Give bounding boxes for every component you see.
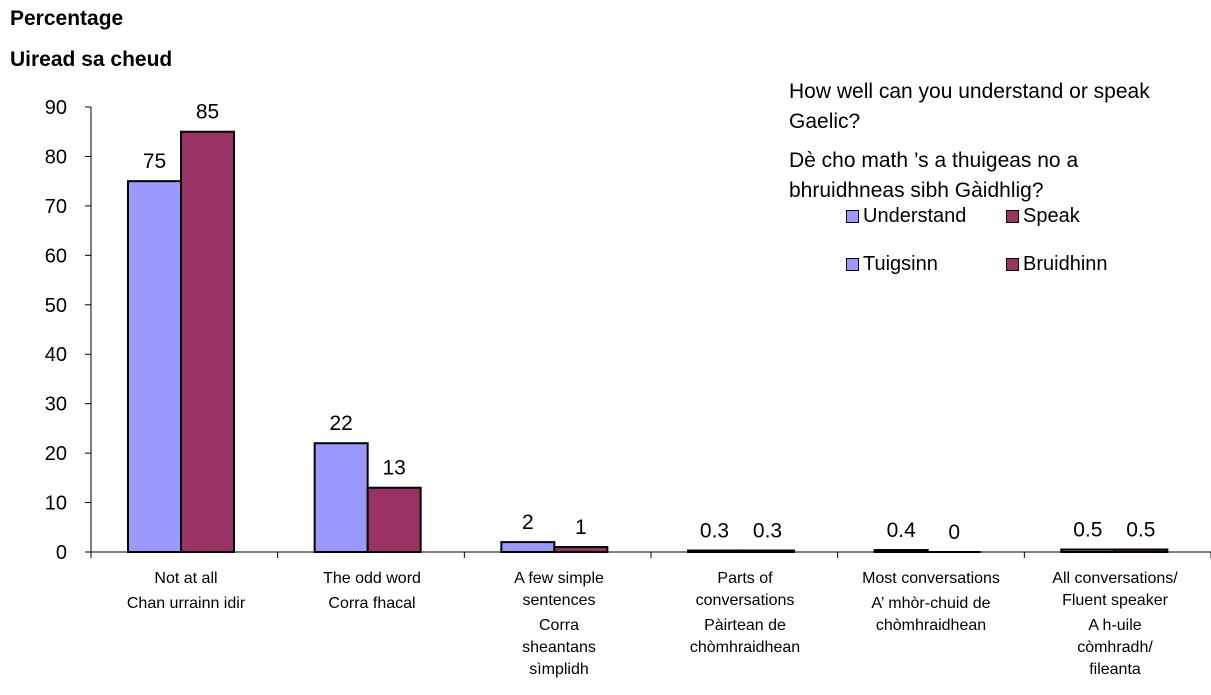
category-label: All conversations/ Fluent speaker A h-ui… <box>1020 568 1210 681</box>
bar <box>873 549 929 553</box>
legend-swatch-speak <box>1006 210 1019 223</box>
legend-label-understand: Understand <box>863 205 967 227</box>
data-label: 75 <box>143 150 166 173</box>
category-label-en: The odd word <box>323 570 421 587</box>
category-label-gd: Pàirtean de chòmhraidhean <box>689 617 801 656</box>
y-axis-title-en: Percentage <box>10 7 124 30</box>
legend-swatch-bruidhinn <box>1006 258 1019 271</box>
data-label: 0 <box>948 521 960 544</box>
legend-label-speak: Speak <box>1023 205 1080 227</box>
category-label: The odd word Corra fhacal <box>277 568 467 615</box>
y-tick-label: 20 <box>45 443 67 465</box>
bar <box>366 486 422 554</box>
data-label: 2 <box>522 511 534 534</box>
y-tick-label: 70 <box>45 196 67 218</box>
category-label-gd: A h-uile còmhradh/ fileanta <box>1077 617 1153 678</box>
y-tick-label: 40 <box>45 344 67 366</box>
data-label: 0.5 <box>1126 519 1155 542</box>
data-label: 13 <box>382 457 405 480</box>
bar <box>1113 548 1169 553</box>
legend-swatch-tuigsinn <box>846 258 859 271</box>
y-tick-label: 10 <box>45 493 67 515</box>
y-axis-title-gd: Uiread sa cheud <box>10 48 173 71</box>
y-tick-label: 0 <box>56 542 67 564</box>
chart-question-en: How well can you understand or speak Gae… <box>789 80 1150 133</box>
y-tick-label: 50 <box>45 295 67 317</box>
bar <box>180 130 235 553</box>
bar <box>127 180 182 554</box>
y-tick-label: 60 <box>45 245 67 267</box>
bar <box>1060 548 1116 553</box>
legend-swatch-understand <box>846 210 859 223</box>
category-label-gd: Corra sheantans sìmplidh <box>522 617 596 678</box>
data-label: 85 <box>196 101 219 124</box>
data-label: 22 <box>329 412 352 435</box>
y-tick-label: 90 <box>45 97 67 119</box>
legend-tuigsinn: Tuigsinn <box>846 253 938 276</box>
bar <box>553 546 609 553</box>
bar <box>313 442 369 554</box>
data-label: 1 <box>575 516 587 539</box>
category-label-gd: Chan urrainn idir <box>126 595 246 612</box>
bar <box>500 541 556 553</box>
y-tick-label: 80 <box>45 146 67 168</box>
category-label-en: Parts of conversations <box>695 570 795 609</box>
bar <box>740 549 795 553</box>
chart-question-gd: Dè cho math ’s a thuigeas no a bhruidhne… <box>789 149 1079 202</box>
data-label: 0.3 <box>753 520 782 543</box>
y-tick-label: 30 <box>45 394 67 416</box>
category-label: Parts of conversations Pàirtean de chòmh… <box>650 568 840 659</box>
category-label: A few simple sentences Corra sheantans s… <box>479 568 639 681</box>
data-label: 0.4 <box>887 519 917 542</box>
category-label: Most conversations A’ mhòr-chuid de chòm… <box>831 568 1031 637</box>
legend-bruidhinn: Bruidhinn <box>1006 253 1108 276</box>
category-label-en: Most conversations <box>862 570 1000 587</box>
data-label: 0.5 <box>1073 519 1102 542</box>
legend-label-bruidhinn: Bruidhinn <box>1023 253 1108 275</box>
legend-label-tuigsinn: Tuigsinn <box>863 253 938 275</box>
category-label-en: A few simple sentences <box>514 570 604 609</box>
legend-understand: Understand <box>846 205 966 228</box>
data-label: 0.3 <box>700 520 729 543</box>
category-label-gd: A’ mhòr-chuid de chòmhraidhean <box>871 595 991 634</box>
legend-speak: Speak <box>1006 205 1080 228</box>
category-label-en: All conversations/ Fluent speaker <box>1052 570 1178 609</box>
category-label-en: Not at all <box>154 570 218 587</box>
bar <box>687 549 742 553</box>
category-label: Not at all Chan urrainn idir <box>91 568 281 615</box>
category-label-gd: Corra fhacal <box>328 595 416 612</box>
